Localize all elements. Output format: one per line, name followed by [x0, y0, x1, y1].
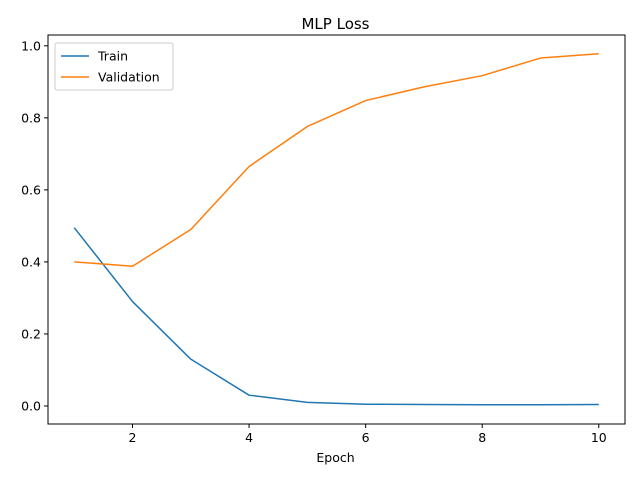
- y-tick-label: 0.8: [21, 110, 41, 125]
- series-line-train: [73, 227, 599, 406]
- series-line-validation: [74, 52, 599, 267]
- x-tick-label: 8: [478, 430, 486, 445]
- x-tick-label: 4: [245, 430, 253, 445]
- plot-area: 2 4 6 8 10 0.0 0.2 0.4 0.6 0.8 1.0: [21, 34, 626, 445]
- x-axis-title: Epoch: [316, 450, 354, 465]
- legend-box: [54, 42, 174, 91]
- legend-label-validation: Validation: [98, 70, 160, 85]
- series-layer: [73, 52, 599, 406]
- x-tick-label: 10: [591, 430, 607, 445]
- axes-frame: [47, 34, 626, 425]
- x-tick-label: 2: [129, 430, 137, 445]
- y-tick-label: 0.4: [21, 254, 41, 269]
- y-tick-label: 0.6: [21, 182, 41, 197]
- legend: Train Validation: [54, 42, 174, 91]
- y-tick-label: 0.2: [21, 326, 41, 341]
- x-tick-label: 6: [362, 430, 370, 445]
- y-axis-ticks: 0.0 0.2 0.4 0.6 0.8 1.0: [21, 38, 48, 413]
- chart-title: MLP Loss: [301, 15, 369, 33]
- x-axis-ticks: 2 4 6 8 10: [129, 424, 607, 445]
- y-tick-label: 0.0: [21, 398, 41, 413]
- legend-label-train: Train: [97, 49, 128, 64]
- y-tick-label: 1.0: [21, 38, 41, 53]
